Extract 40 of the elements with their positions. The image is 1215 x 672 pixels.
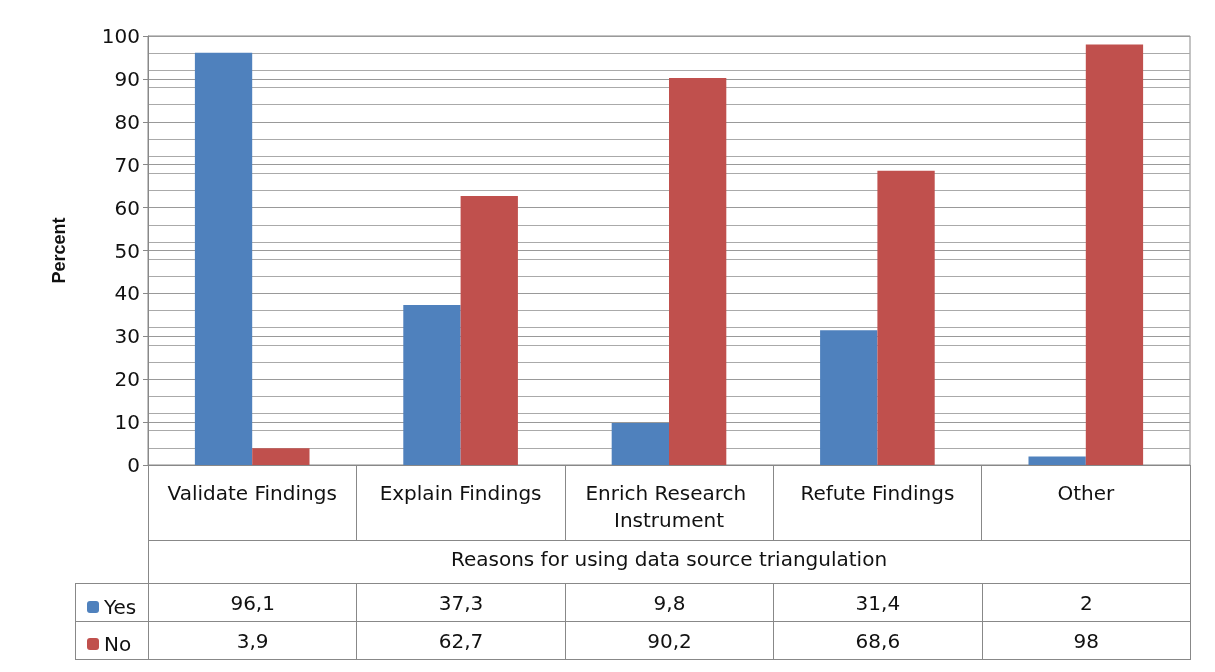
data-label: 62,7	[356, 621, 566, 660]
bar	[1085, 44, 1144, 465]
x-tick-label: Explain Findings	[379, 480, 542, 505]
legend-label: Yes	[103, 595, 137, 619]
y-axis-title: Percent	[49, 217, 69, 284]
bar	[669, 78, 727, 465]
data-label: 9,8	[565, 583, 774, 622]
y-tick-label: 30	[114, 324, 140, 349]
data-label: 37,3	[356, 583, 566, 622]
data-label: 31,4	[773, 583, 983, 622]
x-tick-label: Enrich Research Instrument	[585, 480, 753, 532]
y-tick-label: 80	[114, 109, 140, 134]
y-tick-label: 0	[127, 453, 140, 477]
y-tick-label: 20	[114, 367, 140, 392]
bar	[877, 170, 935, 465]
data-label: 90,2	[565, 621, 774, 660]
y-tick-label: 10	[114, 410, 140, 435]
bar	[403, 304, 461, 465]
x-axis-title: Reasons for using data source triangulation	[450, 547, 888, 571]
y-tick-label: 60	[114, 195, 140, 220]
bar	[194, 52, 253, 465]
bar	[460, 196, 518, 465]
legend-label: No	[104, 632, 132, 656]
data-label: 98	[982, 621, 1191, 660]
x-tick-label: Validate Findings	[167, 480, 337, 505]
data-label: 3,9	[148, 621, 357, 660]
bar	[1028, 456, 1086, 465]
data-label: 68,6	[773, 621, 983, 660]
x-tick-label: Refute Findings	[800, 480, 955, 505]
y-tick-label: 70	[114, 152, 140, 177]
bar	[611, 422, 669, 465]
bar	[820, 330, 878, 465]
data-label: 96,1	[148, 583, 357, 622]
y-tick-label: 90	[114, 66, 140, 91]
y-tick-label: 100	[101, 24, 140, 48]
x-tick-label: Other	[1057, 480, 1115, 505]
bar	[252, 448, 310, 465]
y-tick-label: 40	[114, 281, 140, 306]
y-tick-label: 50	[114, 238, 140, 263]
data-label: 2	[982, 583, 1191, 622]
